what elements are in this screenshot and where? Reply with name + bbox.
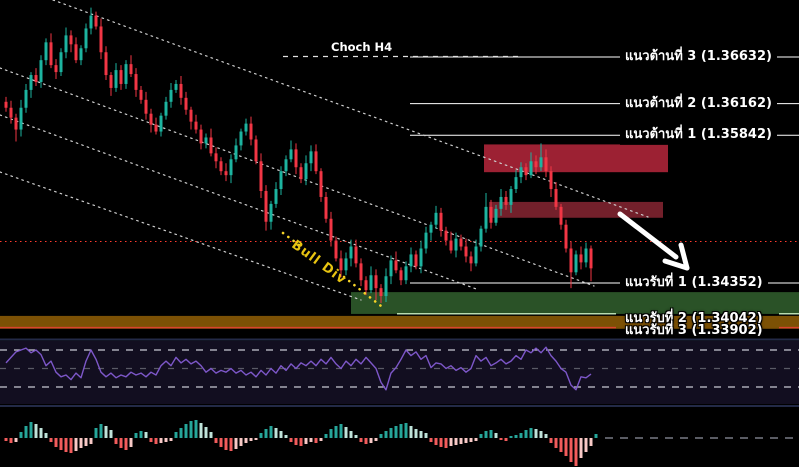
resistance-1-label[interactable]: แนวต้านที่ 1 (1.35842)	[620, 126, 777, 145]
channel-trendlines[interactable]	[0, 0, 649, 301]
candlesticks[interactable]	[4, 7, 593, 304]
demand-zone	[351, 292, 799, 314]
rsi-oscillator-pane[interactable]	[0, 346, 799, 391]
bull-div-dotted-line[interactable]	[281, 231, 383, 308]
supply-zone-1	[484, 144, 668, 173]
indicator-panels-background	[0, 338, 799, 407]
resistance-2-label[interactable]: แนวต้านที่ 2 (1.36162)	[620, 94, 777, 113]
supply-demand-zones[interactable]	[0, 144, 799, 329]
histogram-pane[interactable]	[4, 420, 799, 466]
support-2-label[interactable]: แนวรับที่ 2 (1.34042)	[625, 310, 763, 326]
down-arrow-icon[interactable]	[617, 211, 690, 271]
supply-zone-2	[489, 201, 663, 218]
support-1-label[interactable]: แนวรับที่ 1 (1.34352)	[620, 273, 768, 293]
choch-h4-label[interactable]: Choch H4	[326, 39, 398, 55]
lower-band	[0, 315, 799, 329]
support-3-label[interactable]: แนวรับที่ 3 (1.33902)	[625, 322, 763, 338]
resistance-3-label[interactable]: แนวต้านที่ 3 (1.36632)	[620, 47, 777, 67]
